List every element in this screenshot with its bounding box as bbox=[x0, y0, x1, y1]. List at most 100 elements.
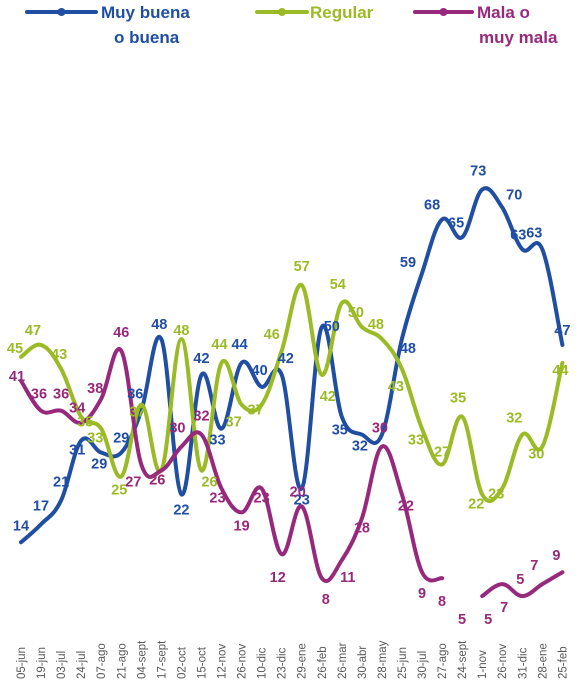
x-tick-label: 19-jun bbox=[36, 647, 48, 679]
series-line-regular bbox=[19, 283, 565, 504]
data-label: 27 bbox=[125, 475, 141, 491]
x-tick-label: 24-sept bbox=[457, 640, 469, 679]
data-label: 27 bbox=[434, 445, 450, 461]
data-label: 43 bbox=[51, 347, 67, 363]
data-label: 43 bbox=[388, 379, 404, 395]
x-tick-label: 04-sept bbox=[136, 640, 148, 679]
data-label: 47 bbox=[25, 323, 41, 339]
data-label: 33 bbox=[408, 433, 424, 449]
data-label: 37 bbox=[226, 415, 242, 431]
data-label: 20 bbox=[290, 484, 306, 500]
x-tick-label: 28-may bbox=[377, 640, 389, 679]
data-label: 70 bbox=[506, 187, 522, 203]
data-label: 23 bbox=[488, 487, 504, 503]
x-tick-label: 26-nov bbox=[237, 644, 249, 679]
data-label: 22 bbox=[398, 498, 414, 514]
data-label: 40 bbox=[252, 363, 268, 379]
data-label: 32 bbox=[352, 439, 368, 455]
legend: Muy buena o buena Regular Mala o muy mala bbox=[25, 3, 558, 47]
data-label: 37 bbox=[129, 405, 145, 421]
data-label: 38 bbox=[87, 381, 103, 397]
data-label: 21 bbox=[53, 474, 69, 490]
data-label: 32 bbox=[193, 409, 209, 425]
data-label: 14 bbox=[13, 518, 29, 534]
data-label: 42 bbox=[278, 351, 294, 367]
series-line-muy-buena-o-buena bbox=[19, 186, 565, 545]
data-label: 7 bbox=[530, 558, 538, 574]
data-label: 8 bbox=[322, 592, 330, 608]
data-label: 59 bbox=[400, 255, 416, 271]
data-label: 19 bbox=[234, 518, 250, 534]
data-label: 50 bbox=[348, 305, 364, 321]
x-tick-label: 27-ago bbox=[437, 643, 449, 679]
x-tick-label: 15-oct bbox=[197, 646, 209, 679]
data-label: 26 bbox=[149, 473, 165, 489]
data-label: 48 bbox=[368, 317, 384, 333]
data-label: 17 bbox=[33, 498, 49, 514]
x-tick-label: 21-ago bbox=[116, 643, 128, 679]
x-tick-label: 29-ene bbox=[297, 643, 309, 679]
data-label: 26 bbox=[201, 475, 217, 491]
legend-label-regular: Regular bbox=[310, 3, 374, 22]
x-tick-label: 07-ago bbox=[96, 643, 108, 679]
data-label: 23 bbox=[254, 491, 270, 507]
x-tick-label: 25-feb bbox=[557, 646, 569, 679]
data-label: 9 bbox=[552, 548, 560, 564]
data-label: 25 bbox=[111, 483, 127, 499]
legend-marker-muy-buena-o-buena bbox=[57, 8, 66, 16]
x-axis-ticks: 05-jun 19-jun 03-jul 24-jul 07-ago 21-ago 04-s… bbox=[16, 640, 569, 679]
data-label: 36 bbox=[31, 387, 47, 403]
data-label: 32 bbox=[506, 411, 522, 427]
legend-label-muy-buena-o-buena: Muy buena bbox=[101, 3, 190, 22]
data-label: 5 bbox=[484, 612, 492, 628]
data-label: 48 bbox=[173, 323, 189, 339]
data-label: 46 bbox=[113, 325, 129, 341]
x-tick-label: 12-nov bbox=[217, 644, 229, 679]
x-tick-label: 26-mar bbox=[337, 642, 349, 679]
data-label: 37 bbox=[248, 403, 264, 419]
data-label: 44 bbox=[552, 363, 568, 379]
data-label: 63 bbox=[510, 227, 526, 243]
data-label: 36 bbox=[53, 387, 69, 403]
data-label: 73 bbox=[470, 164, 486, 180]
data-label: 22 bbox=[173, 502, 189, 518]
data-label: 44 bbox=[232, 337, 248, 353]
x-tick-label: 05-jun bbox=[16, 647, 28, 679]
data-label: 23 bbox=[294, 493, 310, 509]
data-label: 33 bbox=[209, 433, 225, 449]
data-label: 5 bbox=[458, 612, 466, 628]
data-label: 65 bbox=[448, 215, 464, 231]
series-lines bbox=[19, 186, 565, 599]
data-label: 30 bbox=[528, 447, 544, 463]
data-label: 41 bbox=[9, 369, 25, 385]
data-label: 23 bbox=[209, 491, 225, 507]
legend-label-muy-buena-o-buena: o buena bbox=[114, 28, 180, 47]
series-line-mala-o-muy-mala bbox=[19, 347, 445, 583]
x-tick-label: 31-dic bbox=[517, 647, 529, 679]
x-tick-label: 23-dic bbox=[277, 647, 289, 679]
data-label: 33 bbox=[87, 431, 103, 447]
series-line-mala-o-muy-mala-part2 bbox=[480, 570, 565, 599]
data-label: 54 bbox=[330, 277, 346, 293]
data-label: 35 bbox=[332, 423, 348, 439]
data-label: 42 bbox=[320, 389, 336, 405]
legend-marker-mala-o-muy-mala bbox=[439, 8, 448, 16]
x-tick-label: 25-jun bbox=[397, 647, 409, 679]
data-label: 47 bbox=[554, 323, 570, 339]
legend-label-mala-o-muy-mala: Mala o bbox=[477, 3, 530, 22]
legend-marker-regular bbox=[278, 8, 286, 16]
data-label: 50 bbox=[324, 319, 340, 335]
data-labels: 1417213129293648224233444042235035324859… bbox=[7, 164, 571, 629]
data-label: 8 bbox=[438, 594, 446, 610]
data-label: 36 bbox=[127, 387, 143, 403]
data-label: 48 bbox=[151, 317, 167, 333]
data-label: 57 bbox=[294, 259, 310, 275]
data-label: 26 bbox=[149, 473, 165, 489]
data-label: 31 bbox=[69, 443, 85, 459]
x-tick-label: 02-oct bbox=[176, 646, 188, 679]
data-label: 22 bbox=[468, 496, 484, 512]
data-label: 42 bbox=[193, 351, 209, 367]
data-label: 12 bbox=[270, 570, 286, 586]
data-label: 29 bbox=[91, 457, 107, 473]
data-label: 35 bbox=[77, 415, 93, 431]
